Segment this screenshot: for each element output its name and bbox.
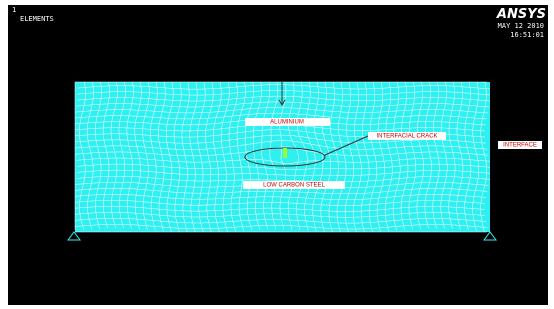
ansys-logo: ANSYS bbox=[496, 7, 546, 22]
ansys-screenshot: 1 ELEMENTS ANSYS MAY 12 2010 16:51:01 AL… bbox=[0, 0, 554, 309]
interface-label: INTERFACE bbox=[503, 143, 537, 149]
time: 16:51:01 bbox=[510, 31, 544, 39]
material-label: LOW CARBON STEEL bbox=[263, 183, 325, 189]
mode-label: ELEMENTS bbox=[20, 15, 54, 23]
material-label: ALUMINIUM bbox=[270, 120, 304, 126]
date: MAY 12 2010 bbox=[498, 22, 544, 30]
window-number: 1 bbox=[12, 6, 16, 14]
crack-label: INTERFACIAL CRACK bbox=[376, 134, 437, 140]
crack-tip bbox=[283, 148, 287, 158]
